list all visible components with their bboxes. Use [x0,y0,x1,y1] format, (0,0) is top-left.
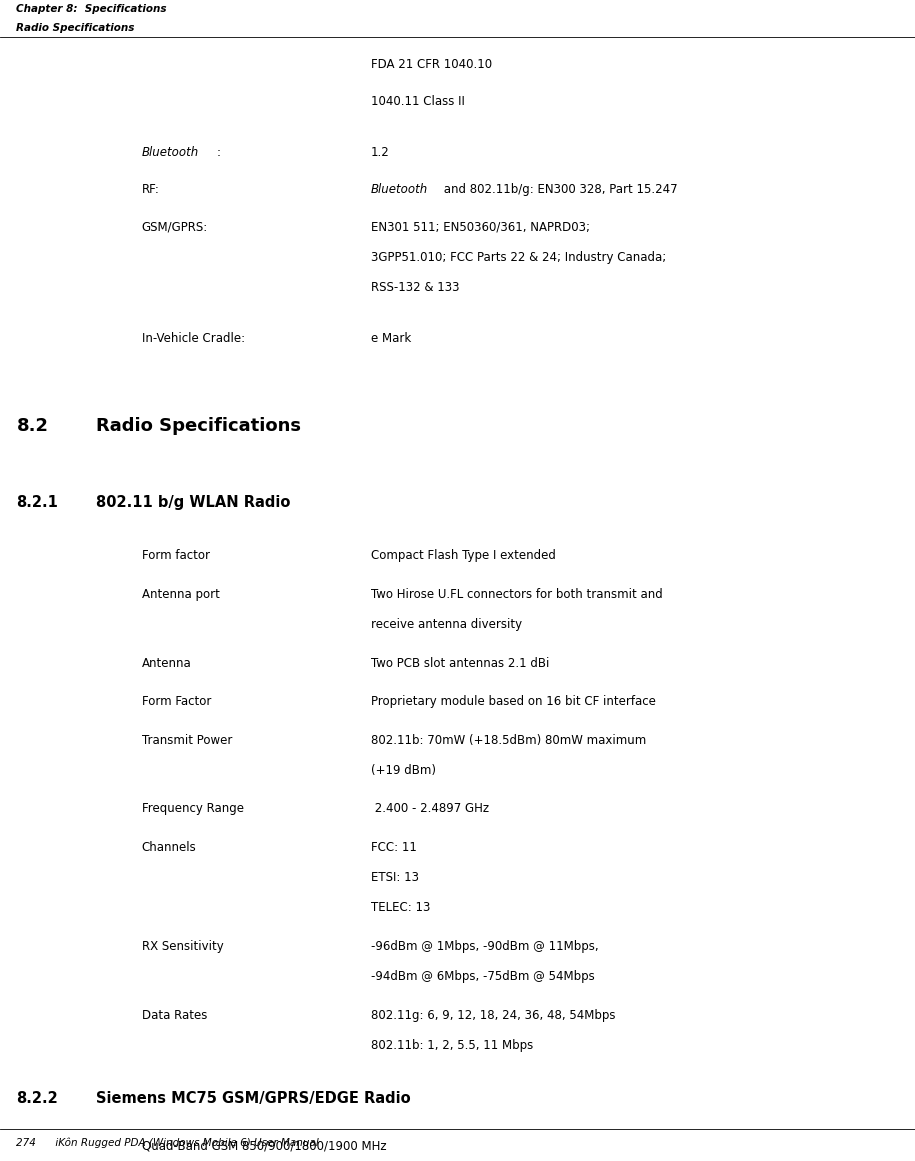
Text: 802.11 b/g WLAN Radio: 802.11 b/g WLAN Radio [96,495,290,510]
Text: Form factor: Form factor [142,549,210,562]
Text: e Mark: e Mark [371,332,411,345]
Text: -94dBm @ 6Mbps, -75dBm @ 54Mbps: -94dBm @ 6Mbps, -75dBm @ 54Mbps [371,971,595,983]
Text: Antenna: Antenna [142,657,191,670]
Text: Proprietary module based on 16 bit CF interface: Proprietary module based on 16 bit CF in… [371,695,655,708]
Text: Two Hirose U.FL connectors for both transmit and: Two Hirose U.FL connectors for both tran… [371,587,662,601]
Text: Two PCB slot antennas 2.1 dBi: Two PCB slot antennas 2.1 dBi [371,657,549,670]
Text: Channels: Channels [142,841,197,854]
Text: Quad-Band GSM 850/900/1800/1900 MHz: Quad-Band GSM 850/900/1800/1900 MHz [142,1140,386,1153]
Text: Siemens MC75 GSM/GPRS/EDGE Radio: Siemens MC75 GSM/GPRS/EDGE Radio [96,1091,411,1106]
Text: 2.400 - 2.4897 GHz: 2.400 - 2.4897 GHz [371,802,489,815]
Text: Chapter 8:  Specifications: Chapter 8: Specifications [16,3,167,14]
Text: Compact Flash Type I extended: Compact Flash Type I extended [371,549,555,562]
Text: In-Vehicle Cradle:: In-Vehicle Cradle: [142,332,245,345]
Text: Radio Specifications: Radio Specifications [96,417,301,434]
Text: Transmit Power: Transmit Power [142,734,232,747]
Text: 8.2.1: 8.2.1 [16,495,59,510]
Text: Bluetooth: Bluetooth [371,183,428,196]
Text: :: : [217,146,221,159]
Text: 1.2: 1.2 [371,146,389,159]
Text: FCC: 11: FCC: 11 [371,841,416,854]
Text: EN301 511; EN50360/361, NAPRD03;: EN301 511; EN50360/361, NAPRD03; [371,221,589,233]
Text: RF:: RF: [142,183,160,196]
Text: ETSI: 13: ETSI: 13 [371,871,418,885]
Text: FDA 21 CFR 1040.10: FDA 21 CFR 1040.10 [371,58,491,71]
Text: 802.11g: 6, 9, 12, 18, 24, 36, 48, 54Mbps: 802.11g: 6, 9, 12, 18, 24, 36, 48, 54Mbp… [371,1009,615,1022]
Text: Antenna port: Antenna port [142,587,220,601]
Text: receive antenna diversity: receive antenna diversity [371,618,522,632]
Text: 8.2: 8.2 [16,417,48,434]
Text: GSM/GPRS:: GSM/GPRS: [142,221,208,233]
Text: and 802.11b/g: EN300 328, Part 15.247: and 802.11b/g: EN300 328, Part 15.247 [440,183,678,196]
Text: Form Factor: Form Factor [142,695,211,708]
Text: 802.11b: 1, 2, 5.5, 11 Mbps: 802.11b: 1, 2, 5.5, 11 Mbps [371,1039,533,1052]
Text: 274      iKôn Rugged PDA (Windows Mobile 6) User Manual: 274 iKôn Rugged PDA (Windows Mobile 6) U… [16,1138,319,1148]
Text: 8.2.2: 8.2.2 [16,1091,59,1106]
Text: -96dBm @ 1Mbps, -90dBm @ 11Mbps,: -96dBm @ 1Mbps, -90dBm @ 11Mbps, [371,940,598,953]
Text: RX Sensitivity: RX Sensitivity [142,940,223,953]
Text: 1040.11 Class II: 1040.11 Class II [371,95,465,108]
Text: Frequency Range: Frequency Range [142,802,243,815]
Text: Data Rates: Data Rates [142,1009,207,1022]
Text: Bluetooth: Bluetooth [142,146,199,159]
Text: TELEC: 13: TELEC: 13 [371,901,430,915]
Text: Radio Specifications: Radio Specifications [16,23,135,34]
Text: (+19 dBm): (+19 dBm) [371,764,436,777]
Text: RSS-132 & 133: RSS-132 & 133 [371,281,459,294]
Text: 802.11b: 70mW (+18.5dBm) 80mW maximum: 802.11b: 70mW (+18.5dBm) 80mW maximum [371,734,646,747]
Text: 3GPP51.010; FCC Parts 22 & 24; Industry Canada;: 3GPP51.010; FCC Parts 22 & 24; Industry … [371,251,666,264]
